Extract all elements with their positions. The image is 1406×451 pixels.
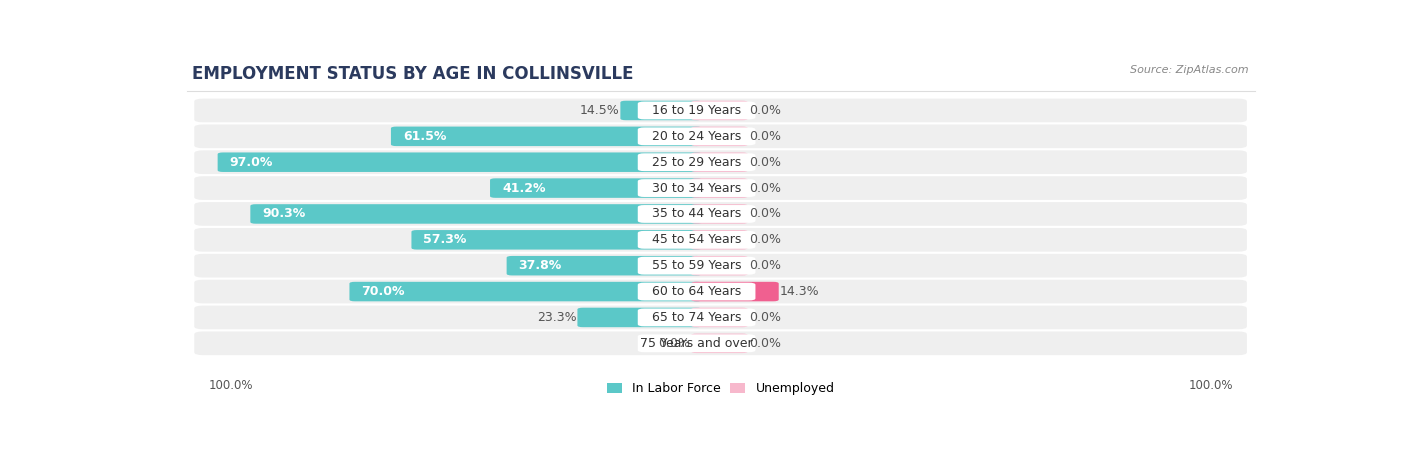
FancyBboxPatch shape	[412, 230, 702, 249]
Text: 57.3%: 57.3%	[423, 233, 467, 246]
Text: 0.0%: 0.0%	[749, 259, 780, 272]
Text: 0.0%: 0.0%	[749, 156, 780, 169]
Text: 0.0%: 0.0%	[749, 207, 780, 221]
Text: 0.0%: 0.0%	[749, 182, 780, 194]
FancyBboxPatch shape	[194, 99, 1247, 122]
Text: 45 to 54 Years: 45 to 54 Years	[652, 233, 741, 246]
Text: 20 to 24 Years: 20 to 24 Years	[652, 130, 741, 143]
FancyBboxPatch shape	[506, 256, 702, 276]
FancyBboxPatch shape	[638, 179, 755, 197]
Text: 61.5%: 61.5%	[404, 130, 446, 143]
Legend: In Labor Force, Unemployed: In Labor Force, Unemployed	[607, 382, 834, 395]
FancyBboxPatch shape	[692, 178, 748, 198]
FancyBboxPatch shape	[194, 306, 1247, 329]
Text: 23.3%: 23.3%	[537, 311, 576, 324]
Text: Source: ZipAtlas.com: Source: ZipAtlas.com	[1130, 64, 1249, 74]
Text: 14.5%: 14.5%	[579, 104, 619, 117]
Text: 97.0%: 97.0%	[229, 156, 273, 169]
Text: 25 to 29 Years: 25 to 29 Years	[652, 156, 741, 169]
Text: 0.0%: 0.0%	[658, 337, 690, 350]
FancyBboxPatch shape	[194, 280, 1247, 304]
Text: EMPLOYMENT STATUS BY AGE IN COLLINSVILLE: EMPLOYMENT STATUS BY AGE IN COLLINSVILLE	[193, 64, 634, 83]
FancyBboxPatch shape	[250, 204, 702, 224]
Text: 55 to 59 Years: 55 to 59 Years	[652, 259, 741, 272]
Text: 35 to 44 Years: 35 to 44 Years	[652, 207, 741, 221]
FancyBboxPatch shape	[638, 205, 755, 223]
Text: 65 to 74 Years: 65 to 74 Years	[652, 311, 741, 324]
Text: 0.0%: 0.0%	[749, 311, 780, 324]
FancyBboxPatch shape	[194, 202, 1247, 226]
FancyBboxPatch shape	[218, 152, 702, 172]
FancyBboxPatch shape	[638, 283, 755, 300]
FancyBboxPatch shape	[391, 127, 702, 146]
FancyBboxPatch shape	[194, 331, 1247, 355]
FancyBboxPatch shape	[350, 282, 702, 301]
FancyBboxPatch shape	[194, 150, 1247, 174]
FancyBboxPatch shape	[194, 124, 1247, 148]
FancyBboxPatch shape	[638, 334, 755, 352]
Text: 30 to 34 Years: 30 to 34 Years	[652, 182, 741, 194]
FancyBboxPatch shape	[620, 101, 702, 120]
Text: 90.3%: 90.3%	[263, 207, 305, 221]
FancyBboxPatch shape	[638, 231, 755, 249]
Text: 0.0%: 0.0%	[749, 233, 780, 246]
FancyBboxPatch shape	[692, 152, 748, 172]
FancyBboxPatch shape	[638, 101, 755, 120]
Text: 16 to 19 Years: 16 to 19 Years	[652, 104, 741, 117]
FancyBboxPatch shape	[638, 128, 755, 145]
Text: 60 to 64 Years: 60 to 64 Years	[652, 285, 741, 298]
FancyBboxPatch shape	[692, 127, 748, 146]
Text: 70.0%: 70.0%	[361, 285, 405, 298]
FancyBboxPatch shape	[692, 334, 748, 353]
Text: 14.3%: 14.3%	[780, 285, 820, 298]
FancyBboxPatch shape	[578, 308, 702, 327]
FancyBboxPatch shape	[638, 153, 755, 171]
Text: 41.2%: 41.2%	[502, 182, 546, 194]
Text: 0.0%: 0.0%	[749, 337, 780, 350]
FancyBboxPatch shape	[638, 257, 755, 275]
Text: 100.0%: 100.0%	[208, 379, 253, 392]
Text: 0.0%: 0.0%	[749, 130, 780, 143]
Text: 37.8%: 37.8%	[519, 259, 562, 272]
FancyBboxPatch shape	[194, 254, 1247, 277]
Text: 75 Years and over: 75 Years and over	[640, 337, 754, 350]
FancyBboxPatch shape	[692, 256, 748, 276]
FancyBboxPatch shape	[194, 176, 1247, 200]
FancyBboxPatch shape	[491, 178, 702, 198]
FancyBboxPatch shape	[692, 282, 779, 301]
FancyBboxPatch shape	[194, 228, 1247, 252]
FancyBboxPatch shape	[692, 101, 748, 120]
FancyBboxPatch shape	[692, 308, 748, 327]
FancyBboxPatch shape	[638, 308, 755, 327]
FancyBboxPatch shape	[692, 230, 748, 249]
Text: 0.0%: 0.0%	[749, 104, 780, 117]
FancyBboxPatch shape	[692, 204, 748, 224]
Text: 100.0%: 100.0%	[1188, 379, 1233, 392]
